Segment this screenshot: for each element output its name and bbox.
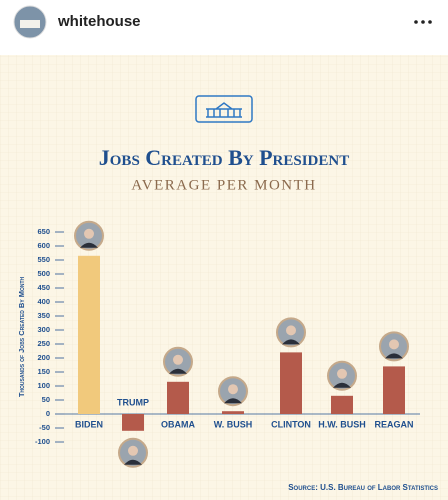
portrait-suit [333,382,351,388]
y-axis-label: Thousands of Jobs Created By Month [17,276,26,397]
y-tick-label: 300 [37,325,50,334]
portrait-suit [282,339,300,345]
portrait-face [128,445,138,456]
portrait-face [173,354,183,365]
portrait-suit [80,242,98,248]
x-tick-label: BIDEN [75,419,103,429]
portrait-face [337,368,347,379]
bar [280,352,302,414]
y-tick-label: 100 [37,381,50,390]
username[interactable]: whitehouse [57,13,141,30]
y-tick-label: 550 [37,255,50,264]
white-house-icon [195,95,253,123]
y-tick-label: -100 [35,437,50,446]
chart-title: Jobs Created By President [99,145,349,170]
y-tick-label: 400 [37,297,50,306]
x-tick-label: W. BUSH [214,419,253,429]
x-tick-label: REAGAN [374,419,413,429]
y-tick-label: 250 [37,339,50,348]
portrait-suit [224,398,242,404]
y-tick-label: 500 [37,269,50,278]
portrait-face [228,384,238,395]
x-tick-label: H.W. BUSH [318,419,366,429]
x-tick-label: CLINTON [271,419,311,429]
post-header [0,0,448,55]
bar [222,411,244,414]
y-tick-label: 50 [42,395,50,404]
x-tick-label: TRUMP [117,397,149,407]
y-tick-label: 650 [37,227,50,236]
avatar-house [20,20,40,28]
bar [331,395,353,414]
portrait-suit [385,353,403,359]
y-tick-label: 600 [37,241,50,250]
portrait-face [286,325,296,336]
source-note: Source: U.S. Bureau of Labor Statistics [288,483,438,492]
y-tick-label: 350 [37,311,50,320]
chart-subtitle: AVERAGE PER MONTH [131,177,316,193]
portrait-suit [124,459,142,465]
x-tick-label: OBAMA [161,419,195,429]
portrait-suit [169,368,187,374]
bar [167,381,189,414]
bar [78,255,100,414]
y-tick-label: 0 [46,409,50,418]
y-tick-label: -50 [39,423,50,432]
y-tick-label: 450 [37,283,50,292]
portrait-face [389,339,399,350]
bar [122,414,144,431]
more-button[interactable] [414,20,432,24]
chart-grid-pattern [0,55,448,500]
bar [383,366,405,414]
y-tick-label: 200 [37,353,50,362]
y-tick-label: 150 [37,367,50,376]
portrait-face [84,228,94,239]
